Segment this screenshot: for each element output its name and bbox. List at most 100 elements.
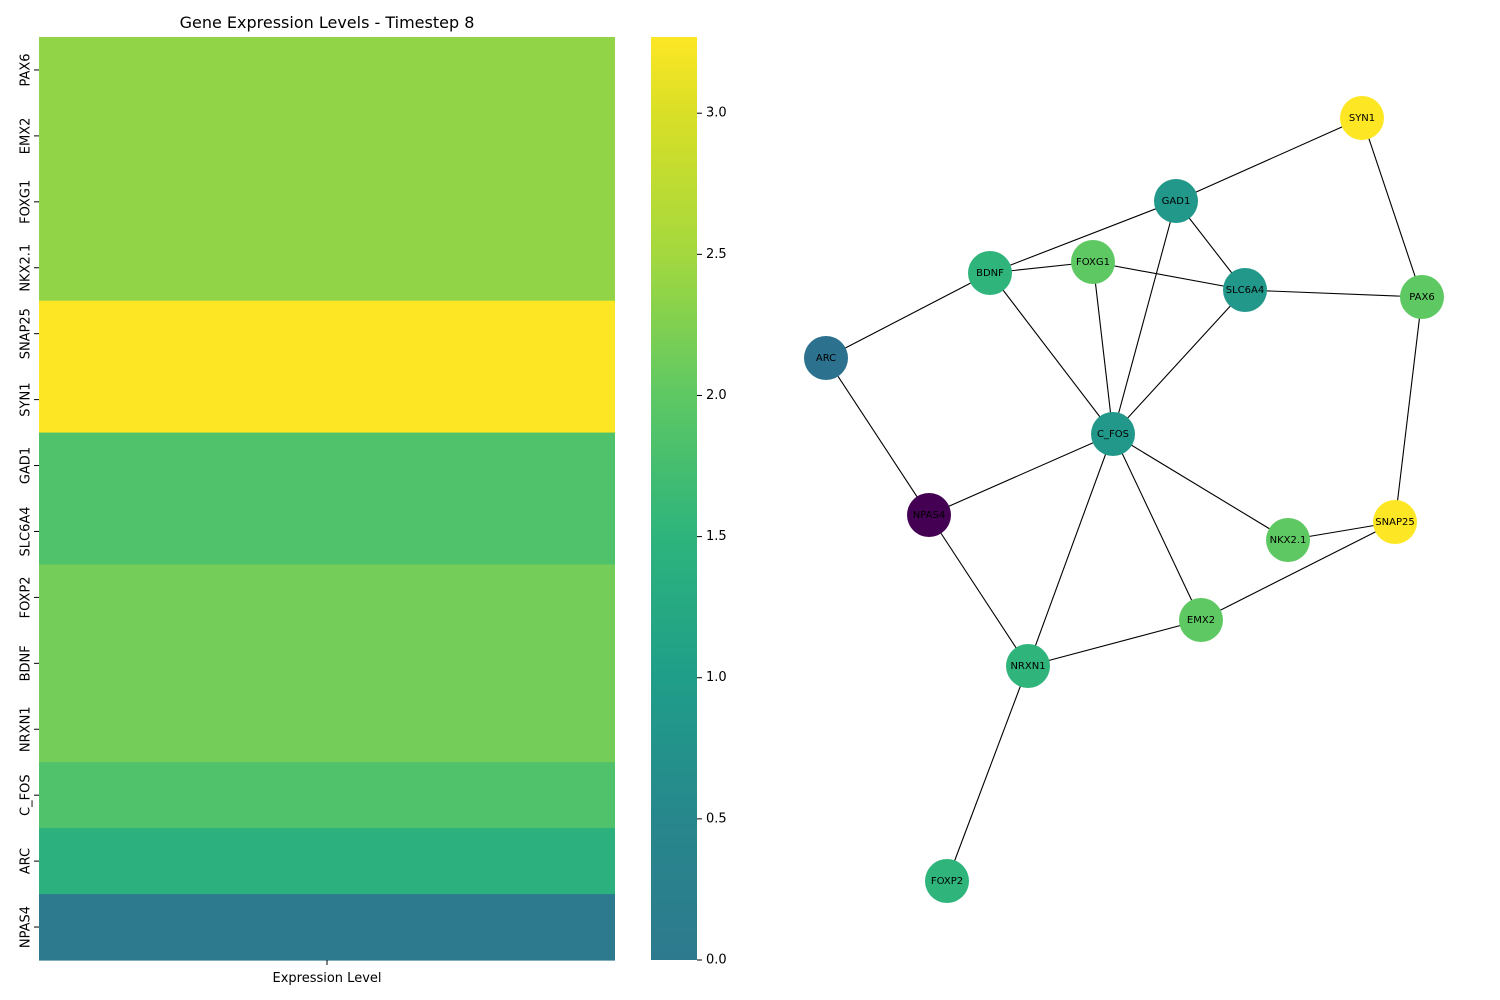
network-node-label: NPAS4 xyxy=(913,510,945,521)
heatmap-row-label: SNAP25 xyxy=(19,308,34,359)
network-node-circle xyxy=(968,251,1012,295)
network-node: FOXP2 xyxy=(925,859,969,903)
network-edge xyxy=(825,272,991,359)
network-node-circle xyxy=(925,859,969,903)
network-node-label: SNAP25 xyxy=(1375,517,1414,528)
heatmap-cell xyxy=(39,564,615,631)
heatmap-row-label: C_FOS xyxy=(19,774,34,816)
network-node-circle xyxy=(1266,518,1310,562)
network-node-label: BDNF xyxy=(976,268,1004,279)
network-node: SYN1 xyxy=(1340,96,1384,140)
network-node: EMX2 xyxy=(1179,598,1223,642)
heatmap-row-label: EMX2 xyxy=(19,118,34,155)
heatmap-row-label: FOXG1 xyxy=(19,180,34,224)
heatmap-row-labels: PAX6 EMX2 FOXG1 NKX2.1 SNAP25 SYN1 GAD1 SLC6A4 F… xyxy=(19,53,39,948)
network-node-circle xyxy=(1400,275,1444,319)
network-panel: SYN1 GAD1 BDNF FOXG1 SLC6A4 PAX6 ARC C_FOS NPAS4… xyxy=(804,96,1444,903)
network-edge xyxy=(1394,296,1423,523)
network-node-circle xyxy=(1154,179,1198,223)
heatmap-cell xyxy=(39,168,615,236)
colorbar-tick-label: 3.0 xyxy=(706,106,727,121)
network-node-label: FOXP2 xyxy=(931,876,963,887)
network-node: NKX2.1 xyxy=(1266,518,1310,562)
heatmap-xlabel: Expression Level xyxy=(272,971,381,986)
colorbar: 0.0 0.5 1.0 1.5 2.0 2.5 3.0 xyxy=(651,37,727,968)
network-edge xyxy=(825,357,930,516)
heatmap-cell xyxy=(39,300,615,368)
heatmap-row-label: NPAS4 xyxy=(19,906,34,948)
network-node: NPAS4 xyxy=(907,493,951,537)
network-node-circle xyxy=(1071,240,1115,284)
network-node: PAX6 xyxy=(1400,275,1444,319)
heatmap-row-label: SYN1 xyxy=(19,383,34,417)
heatmap-row-label: FOXP2 xyxy=(19,576,34,618)
network-edge xyxy=(1027,619,1202,667)
network-edge xyxy=(946,665,1029,882)
network-edge xyxy=(1244,289,1423,298)
heatmap-row-label: NKX2.1 xyxy=(19,244,34,292)
colorbar-tick-label: 2.5 xyxy=(706,247,727,262)
colorbar-gradient xyxy=(651,37,697,960)
network-edge xyxy=(1112,289,1246,435)
network-node-label: NKX2.1 xyxy=(1270,535,1307,546)
colorbar-tick-label: 0.0 xyxy=(706,953,727,968)
network-node-circle xyxy=(804,336,848,380)
network-edge xyxy=(928,514,1029,667)
colorbar-tick-label: 0.5 xyxy=(706,811,727,826)
heatmap-cell xyxy=(39,762,615,829)
heatmap-cell xyxy=(39,102,615,170)
network-node-circle xyxy=(1340,96,1384,140)
network-node-label: NRXN1 xyxy=(1010,661,1045,672)
network-edge xyxy=(1027,433,1114,667)
network-edge xyxy=(1092,261,1246,291)
heatmap-cell xyxy=(39,630,615,697)
network-edges xyxy=(825,117,1423,882)
colorbar-tick-label: 1.0 xyxy=(706,670,727,685)
colorbar-ticks: 0.0 0.5 1.0 1.5 2.0 2.5 3.0 xyxy=(697,106,727,968)
network-edge xyxy=(1200,521,1396,621)
network-node-label: SYN1 xyxy=(1349,113,1375,124)
network-node: ARC xyxy=(804,336,848,380)
network-node: GAD1 xyxy=(1154,179,1198,223)
network-node-label: EMX2 xyxy=(1187,615,1215,626)
network-node: SNAP25 xyxy=(1373,500,1417,544)
heatmap-row-label: NRXN1 xyxy=(19,706,34,752)
heatmap-title: Gene Expression Levels - Timestep 8 xyxy=(180,13,475,32)
network-edge xyxy=(1361,117,1423,298)
network-node-label: PAX6 xyxy=(1409,292,1434,303)
network-node: SLC6A4 xyxy=(1223,268,1267,312)
heatmap-row-label: BDNF xyxy=(19,645,34,681)
heatmap-cell xyxy=(39,498,615,566)
colorbar-tick-label: 1.5 xyxy=(706,529,727,544)
network-node-circle xyxy=(1373,500,1417,544)
network-edge xyxy=(1175,117,1363,202)
heatmap-row-label: GAD1 xyxy=(19,447,34,484)
network-edge xyxy=(1112,433,1202,621)
network-node-label: ARC xyxy=(816,353,836,364)
network-edge xyxy=(1092,261,1114,435)
network-node: C_FOS xyxy=(1091,412,1135,456)
network-edge xyxy=(989,272,1114,435)
network-node-circle xyxy=(1223,268,1267,312)
heatmap-cell xyxy=(39,432,615,500)
heatmap-row-label: ARC xyxy=(19,848,34,874)
network-node-label: C_FOS xyxy=(1097,429,1129,440)
heatmap-cell xyxy=(39,366,615,434)
network-node-circle xyxy=(1006,644,1050,688)
network-edge xyxy=(1112,433,1289,541)
network-node-label: GAD1 xyxy=(1162,196,1191,207)
network-edge xyxy=(989,200,1177,274)
heatmap-panel: Gene Expression Levels - Timestep 8 PAX6… xyxy=(19,13,615,986)
heatmap-row-label: SLC6A4 xyxy=(19,506,34,556)
network-node-circle xyxy=(1179,598,1223,642)
network-node-label: SLC6A4 xyxy=(1226,285,1264,296)
network-edge xyxy=(1112,200,1177,435)
network-nodes: SYN1 GAD1 BDNF FOXG1 SLC6A4 PAX6 ARC C_FOS NPAS4… xyxy=(804,96,1444,903)
heatmap-cell xyxy=(39,828,615,895)
network-node: NRXN1 xyxy=(1006,644,1050,688)
network-edge xyxy=(928,433,1114,516)
heatmap-cell xyxy=(39,234,615,302)
network-node-circle xyxy=(907,493,951,537)
heatmap-cell xyxy=(39,37,615,104)
